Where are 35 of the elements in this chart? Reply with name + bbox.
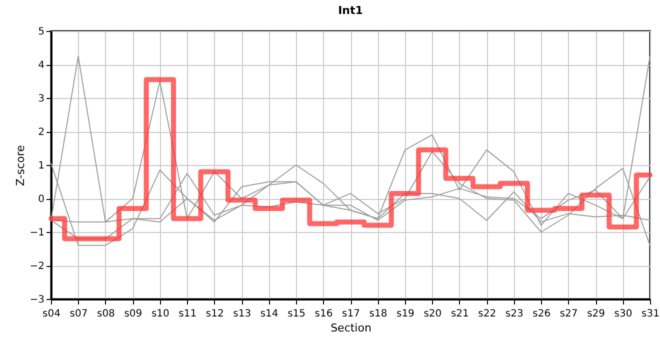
y-tick-label: 4 xyxy=(38,60,44,71)
y-tick-label: 1 xyxy=(38,160,44,172)
x-tick-label: s15 xyxy=(288,308,306,320)
x-tick-label: s30 xyxy=(614,308,632,320)
x-tick-label: s31 xyxy=(642,308,660,320)
x-tick-label: s18 xyxy=(369,308,388,320)
x-tick-label: s29 xyxy=(587,308,606,320)
x-tick-label: s12 xyxy=(206,308,224,320)
y-tick-label: 5 xyxy=(38,26,44,38)
x-tick-label: s22 xyxy=(478,308,496,320)
chart-title: Int1 xyxy=(338,4,363,17)
x-tick-label: s10 xyxy=(151,308,170,320)
y-tick-label: −2 xyxy=(30,261,44,272)
x-tick-label: s09 xyxy=(124,308,142,320)
y-axis-title: Z-score xyxy=(14,144,27,186)
x-tick-label: s21 xyxy=(450,308,469,320)
x-tick-label: s08 xyxy=(96,308,115,320)
x-tick-label: s19 xyxy=(396,308,414,320)
y-tick-label: 2 xyxy=(38,127,44,138)
y-tick-label: −1 xyxy=(30,228,44,238)
x-tick-label: s11 xyxy=(178,308,197,320)
y-tick-label: 3 xyxy=(38,94,44,104)
x-tick-label: s13 xyxy=(233,308,252,320)
x-tick-label: s17 xyxy=(342,308,360,320)
x-tick-label: s04 xyxy=(42,308,60,320)
x-tick-label: s14 xyxy=(260,308,278,320)
x-tick-label: s23 xyxy=(505,308,524,320)
x-tick-label: s07 xyxy=(70,308,88,320)
x-tick-label: s27 xyxy=(560,308,578,320)
x-tick-label: s16 xyxy=(314,308,333,320)
x-axis-title: Section xyxy=(330,322,372,334)
x-tick-label: s20 xyxy=(424,308,442,320)
y-tick-label: 0 xyxy=(38,194,44,205)
y-tick-label: −3 xyxy=(30,294,44,306)
x-tick-label: s26 xyxy=(532,308,551,320)
